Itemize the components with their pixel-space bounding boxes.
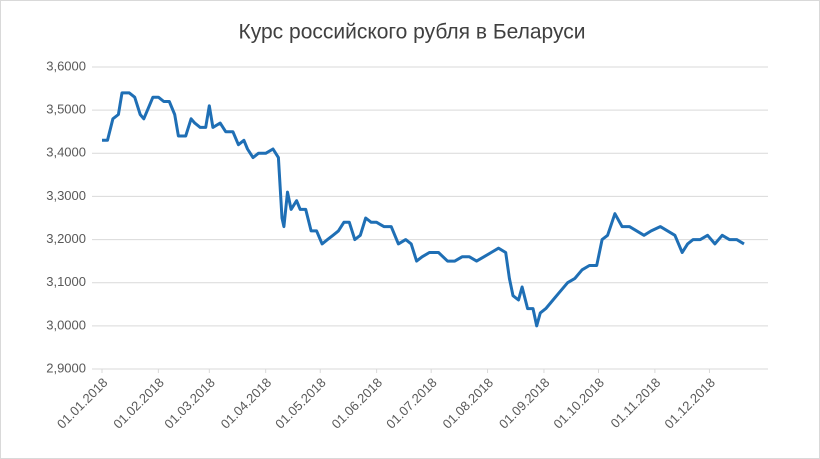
y-tick-label: 3,2000	[46, 231, 86, 246]
series-line	[102, 91, 745, 328]
y-tick-label: 2,9000	[46, 360, 86, 375]
y-tick-label: 3,6000	[46, 58, 86, 73]
y-tick-label: 3,4000	[46, 145, 86, 160]
y-tick-label: 3,0000	[46, 317, 86, 332]
y-tick-label: 3,5000	[46, 102, 86, 117]
y-tick-label: 3,1000	[46, 274, 86, 289]
chart-title: Курс российского рубля в Беларуси	[239, 21, 586, 44]
y-tick-label: 3,3000	[46, 188, 86, 203]
